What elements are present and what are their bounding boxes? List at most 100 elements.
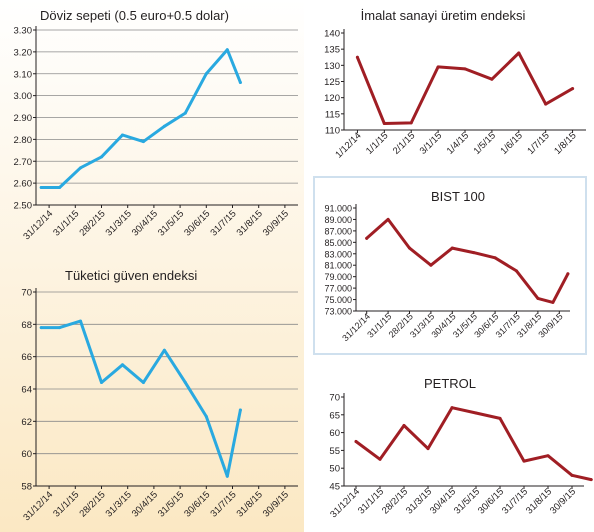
- data-point: [162, 124, 166, 128]
- imalat-sanayi-chart: İmalat sanayi üretim endeksi 110 115 120 12…: [324, 8, 586, 161]
- data-point: [571, 87, 575, 91]
- y-tick-label: 83.000: [324, 249, 352, 259]
- x-tick-label: 2/1/15: [391, 130, 417, 156]
- y-tick-label: 60: [329, 428, 340, 439]
- data-point: [517, 51, 521, 55]
- x-tick-label: 1/8/15: [552, 130, 578, 156]
- data-point: [474, 411, 478, 415]
- y-tick-label: 87.000: [324, 226, 352, 236]
- x-tick-label: 31/12/14: [21, 208, 55, 242]
- y-tick-label: 75.000: [324, 295, 352, 305]
- data-point: [450, 246, 454, 250]
- data-point: [79, 166, 83, 170]
- y-tick-label: 60: [21, 449, 32, 460]
- y-tick-label: 91.000: [324, 204, 352, 214]
- x-tick-label: 28/2/15: [380, 486, 410, 516]
- series-line: [39, 48, 242, 189]
- series-line: [39, 319, 242, 478]
- x-tick-label: 28/2/15: [77, 208, 107, 238]
- y-tick-label: 135: [324, 45, 340, 56]
- y-tick-label: 3.30: [14, 26, 33, 37]
- x-tick-label: 31/7/15: [208, 208, 238, 238]
- data-point: [436, 65, 440, 69]
- x-tick-label: 30/9/15: [548, 486, 578, 516]
- y-tick-label: 130: [324, 61, 340, 72]
- data-point: [570, 473, 574, 477]
- y-tick-label: 70: [21, 288, 32, 299]
- tuketici-guven-chart: Tüketici güven endeksi 58 60 62 64 66 68 70 31/…: [21, 268, 298, 523]
- y-tick-label: 79.000: [324, 272, 352, 282]
- data-point: [490, 77, 494, 81]
- x-tick-label: 1/7/15: [525, 130, 551, 156]
- data-point: [225, 474, 229, 478]
- data-point: [183, 111, 187, 115]
- y-tick-label: 3.10: [14, 69, 33, 80]
- x-tick-label: 30/6/15: [476, 486, 506, 516]
- data-point: [58, 326, 62, 330]
- data-point: [238, 81, 242, 84]
- data-point: [100, 381, 103, 385]
- x-tick-label: 31/3/15: [404, 486, 434, 516]
- chart-title: Döviz sepeti (0.5 euro+0.5 dolar): [40, 8, 229, 23]
- y-tick-label: 62: [21, 417, 32, 428]
- data-point: [566, 272, 570, 276]
- data-point: [522, 459, 526, 463]
- x-tick-label: 3/1/15: [418, 130, 444, 156]
- data-point: [536, 296, 540, 300]
- data-point: [355, 55, 359, 59]
- data-point: [39, 326, 43, 330]
- data-point: [120, 363, 124, 367]
- y-tick-label: 89.000: [324, 215, 352, 225]
- y-tick-label: 3.00: [14, 91, 33, 102]
- x-tick-label: 31/5/15: [156, 489, 186, 519]
- x-tick-label: 31/3/15: [104, 489, 134, 519]
- data-point: [204, 414, 208, 418]
- x-tick-label: 31/7/15: [500, 486, 530, 516]
- x-tick-label: 30/4/15: [130, 208, 160, 238]
- x-tick-label: 1/5/15: [472, 130, 498, 156]
- series-line: [365, 217, 570, 304]
- y-tick-label: 50: [329, 464, 340, 475]
- data-point: [39, 186, 43, 189]
- x-tick-label: 31/5/15: [156, 208, 186, 238]
- y-tick-label: 55: [329, 446, 340, 457]
- y-tick-label: 73.000: [324, 307, 352, 317]
- chart-title: İmalat sanayi üretim endeksi: [361, 8, 526, 23]
- y-tick-label: 68: [21, 320, 32, 331]
- data-point: [378, 457, 382, 461]
- x-tick-label: 30/6/15: [182, 489, 212, 519]
- x-tick-label: 30/9/15: [536, 311, 564, 339]
- x-tick-label: 30/4/15: [428, 486, 458, 516]
- y-tick-label: 2.50: [14, 201, 33, 212]
- x-tick-label: 30/9/15: [261, 208, 291, 238]
- y-tick-label: 110: [325, 126, 340, 137]
- data-point: [386, 217, 390, 221]
- y-tick-label: 115: [325, 109, 340, 120]
- data-point: [429, 263, 433, 267]
- y-tick-label: 2.70: [14, 157, 33, 168]
- left-panel-background: [0, 0, 304, 532]
- data-point: [225, 48, 229, 52]
- x-tick-label: 31/1/15: [51, 489, 81, 519]
- data-point: [546, 454, 550, 458]
- x-tick-label: 31/12/14: [21, 489, 55, 523]
- chart-title: PETROL: [424, 376, 476, 391]
- data-point: [183, 381, 187, 385]
- y-tick-label: 45: [329, 482, 340, 493]
- x-tick-label: 31/5/15: [452, 486, 482, 516]
- y-tick-label: 58: [21, 482, 32, 493]
- data-point: [162, 348, 166, 352]
- data-point: [120, 133, 124, 137]
- x-tick-label: 31/8/15: [235, 489, 265, 519]
- y-tick-label: 66: [21, 352, 32, 363]
- data-point: [79, 319, 83, 323]
- data-point: [365, 236, 369, 240]
- x-tick-label: 31/8/15: [235, 208, 265, 238]
- x-tick-label: 31/7/15: [208, 489, 238, 519]
- data-point: [450, 406, 454, 410]
- y-tick-label: 64: [21, 385, 32, 396]
- y-tick-label: 125: [324, 77, 340, 88]
- x-tick-label: 31/8/15: [524, 486, 554, 516]
